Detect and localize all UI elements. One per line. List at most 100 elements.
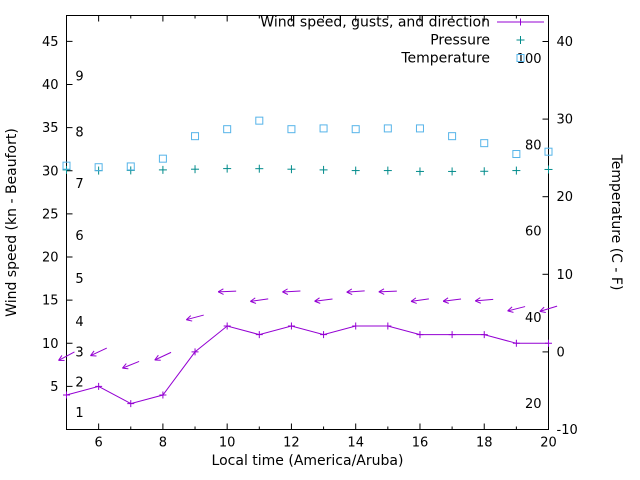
y-tick-label: 45 bbox=[42, 35, 59, 50]
y-tick-label: 5 bbox=[50, 380, 58, 395]
temperature-point bbox=[351, 125, 360, 134]
temperature-point bbox=[319, 124, 328, 133]
y2-tick-label: 40 bbox=[557, 35, 574, 50]
y2-tick-label: 0 bbox=[557, 345, 565, 360]
gust-direction-arrow bbox=[186, 319, 193, 322]
gust-direction-arrow bbox=[474, 297, 481, 302]
temperature-point bbox=[287, 125, 296, 134]
fahrenheit-label: 40 bbox=[525, 311, 542, 326]
fahrenheit-label: 60 bbox=[525, 225, 542, 240]
gust-direction-arrow bbox=[58, 355, 63, 361]
gust-direction-arrow bbox=[378, 291, 385, 295]
gust-direction-arrow bbox=[122, 363, 127, 369]
temperature-point bbox=[158, 154, 167, 163]
y-axis-label-left: Wind speed (kn - Beaufort) bbox=[4, 128, 20, 317]
legend-label: Wind speed, gusts, and direction bbox=[260, 15, 490, 31]
x-tick-label: 12 bbox=[283, 436, 300, 451]
gust-direction-arrow bbox=[58, 351, 75, 361]
y-axis-label-right: Temperature (C - F) bbox=[608, 154, 624, 291]
temperature-point bbox=[62, 161, 71, 170]
gust-direction-arrow bbox=[507, 310, 514, 313]
y-tick-label: 10 bbox=[42, 337, 59, 352]
y-tick-label: 15 bbox=[42, 294, 59, 309]
temperature-point bbox=[126, 162, 135, 171]
wind-speed-line bbox=[66, 325, 549, 405]
temperature-point bbox=[94, 163, 103, 172]
gust-direction-arrow bbox=[378, 290, 397, 293]
x-axis-label: Local time (America/Aruba) bbox=[212, 453, 404, 469]
temperature-point bbox=[383, 124, 392, 133]
gust-direction-arrow bbox=[475, 298, 494, 302]
x-tick-label: 16 bbox=[412, 436, 429, 451]
gust-direction-arrow bbox=[410, 298, 429, 302]
temperature-point bbox=[191, 132, 200, 141]
gust-direction-arrow bbox=[90, 347, 108, 357]
legend-sample-point bbox=[516, 54, 525, 62]
legend-label: Temperature bbox=[400, 51, 490, 67]
gust-direction-arrow bbox=[185, 315, 192, 321]
beaufort-label: 7 bbox=[75, 177, 83, 192]
beaufort-label: 4 bbox=[75, 315, 83, 330]
x-tick-label: 6 bbox=[94, 436, 102, 451]
beaufort-label: 1 bbox=[75, 406, 83, 421]
temperature-point bbox=[255, 116, 264, 125]
y-tick-label: 25 bbox=[42, 207, 59, 222]
gust-direction-arrow bbox=[218, 290, 237, 293]
plot-border bbox=[66, 15, 549, 430]
temperature-point bbox=[223, 125, 232, 134]
y-tick-label: 20 bbox=[42, 251, 59, 266]
gust-direction-arrow bbox=[314, 297, 320, 302]
legend-label: Pressure bbox=[430, 33, 490, 49]
gust-direction-arrow bbox=[443, 298, 462, 302]
gust-direction-arrow bbox=[346, 288, 353, 293]
gust-direction-arrow bbox=[442, 300, 449, 304]
y2-tick-label: 10 bbox=[557, 268, 574, 283]
gust-direction-arrow bbox=[154, 351, 172, 361]
y-tick-label: 30 bbox=[42, 164, 59, 179]
gust-direction-arrow bbox=[122, 367, 129, 370]
beaufort-label: 3 bbox=[75, 345, 83, 360]
y2-tick-label: 30 bbox=[557, 113, 574, 128]
beaufort-label: 8 bbox=[75, 125, 83, 140]
x-tick-label: 10 bbox=[219, 436, 236, 451]
gust-direction-arrow bbox=[346, 291, 353, 296]
gust-direction-arrow bbox=[539, 305, 558, 312]
gust-direction-arrow bbox=[122, 360, 140, 369]
temperature-point bbox=[415, 124, 424, 133]
gust-direction-arrow bbox=[410, 300, 417, 304]
gust-direction-arrow bbox=[217, 288, 224, 293]
gust-direction-arrow bbox=[282, 288, 288, 293]
gust-direction-arrow bbox=[217, 291, 224, 295]
fahrenheit-label: 80 bbox=[525, 138, 542, 153]
x-tick-label: 20 bbox=[540, 436, 557, 451]
y-tick-label: 35 bbox=[42, 121, 59, 136]
gust-direction-arrow bbox=[282, 290, 301, 293]
gust-direction-arrow bbox=[250, 297, 256, 302]
y2-tick-label: -10 bbox=[557, 423, 578, 438]
gust-direction-arrow bbox=[250, 298, 269, 302]
gust-direction-arrow bbox=[442, 297, 449, 302]
beaufort-label: 5 bbox=[75, 272, 83, 287]
y2-tick-label: 20 bbox=[557, 190, 574, 205]
y-tick-label: 40 bbox=[42, 78, 59, 93]
gust-direction-arrow bbox=[250, 300, 257, 304]
gust-direction-arrow bbox=[154, 354, 159, 361]
fahrenheit-label: 100 bbox=[517, 52, 542, 67]
temperature-point bbox=[448, 132, 457, 141]
gust-direction-arrow bbox=[507, 306, 526, 312]
gust-direction-arrow bbox=[410, 297, 417, 302]
gust-direction-arrow bbox=[282, 291, 289, 295]
beaufort-label: 6 bbox=[75, 229, 83, 244]
gust-direction-arrow bbox=[346, 290, 365, 293]
beaufort-label: 9 bbox=[75, 69, 83, 84]
beaufort-label: 2 bbox=[75, 376, 83, 391]
x-tick-label: 14 bbox=[347, 436, 364, 451]
gust-direction-arrow bbox=[539, 310, 546, 314]
gust-direction-arrow bbox=[186, 314, 204, 321]
gust-direction-arrow bbox=[539, 306, 545, 312]
gust-direction-arrow bbox=[378, 288, 385, 293]
gust-direction-arrow bbox=[90, 350, 95, 356]
temperature-point bbox=[512, 150, 521, 159]
